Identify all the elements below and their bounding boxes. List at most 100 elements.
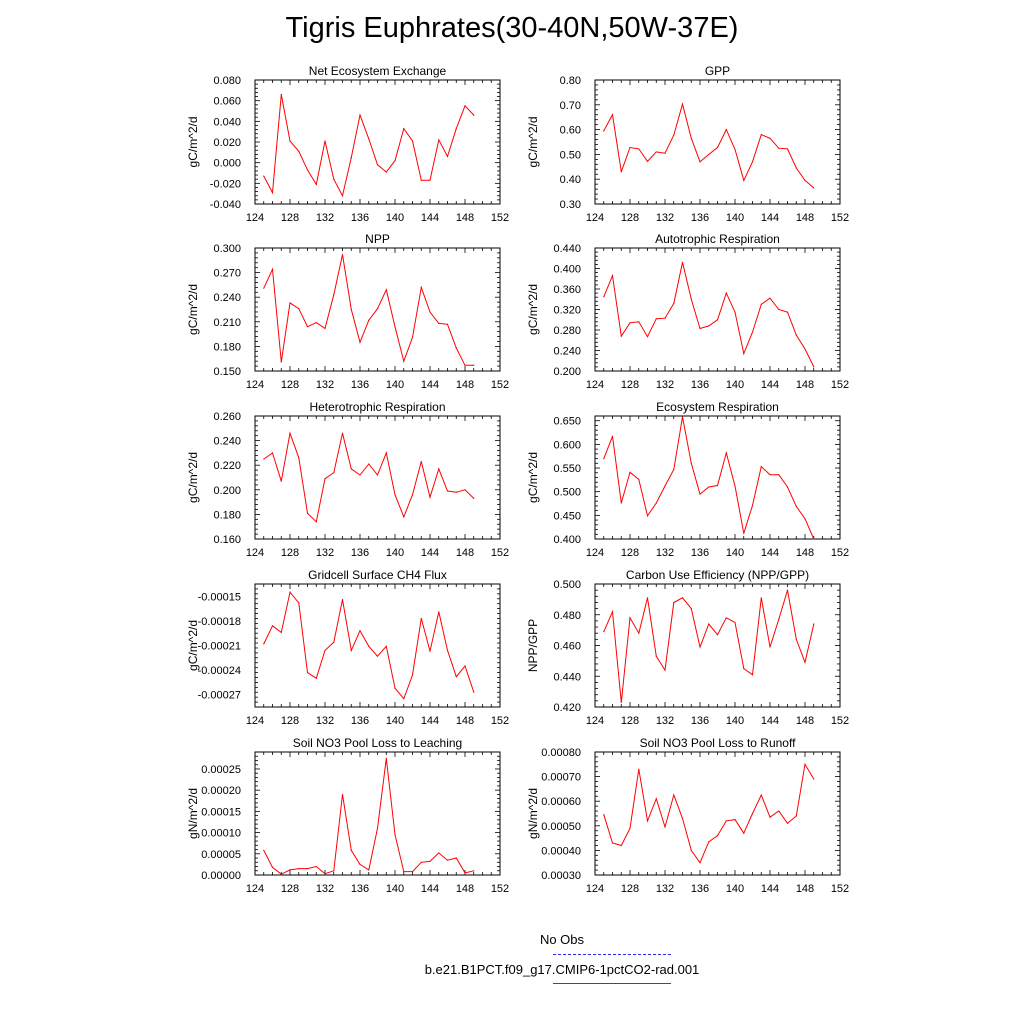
y-tick-label: 0.420 bbox=[553, 702, 581, 714]
chart-title: Autotrophic Respiration bbox=[655, 232, 780, 246]
y-tick-label: 0.240 bbox=[213, 436, 241, 448]
x-tick-label: 132 bbox=[316, 212, 334, 224]
data-point bbox=[638, 768, 640, 770]
x-tick-label: 132 bbox=[656, 212, 674, 224]
data-point bbox=[376, 164, 379, 166]
data-point bbox=[473, 497, 475, 500]
data-point bbox=[769, 297, 771, 299]
data-point bbox=[333, 471, 335, 474]
data-point bbox=[289, 869, 291, 871]
data-point bbox=[341, 253, 344, 256]
x-tick-label: 148 bbox=[796, 715, 814, 727]
x-tick-label: 132 bbox=[656, 715, 674, 727]
data-point bbox=[760, 597, 762, 599]
data-point bbox=[315, 865, 317, 868]
chart-panel: GPP gC/m^2/d 124 128 132 136 140 144 148 152 0.80 0… bbox=[526, 64, 849, 224]
y-tick-label: 0.080 bbox=[213, 75, 241, 87]
data-point bbox=[455, 676, 457, 678]
data-point bbox=[403, 871, 405, 873]
y-tick-label: 0.70 bbox=[560, 100, 581, 112]
data-point bbox=[638, 321, 640, 323]
legend-obs-line bbox=[553, 954, 671, 955]
data-point bbox=[778, 474, 780, 476]
x-tick-label: 128 bbox=[281, 547, 299, 559]
data-point bbox=[708, 325, 710, 327]
data-point bbox=[699, 493, 701, 495]
x-tick-label: 148 bbox=[796, 883, 814, 895]
data-point bbox=[673, 302, 675, 304]
x-tick-label: 140 bbox=[386, 212, 404, 224]
data-point bbox=[411, 140, 414, 142]
data-point bbox=[263, 458, 265, 460]
x-tick-label: 148 bbox=[796, 547, 814, 559]
data-point bbox=[804, 518, 806, 520]
x-tick-label: 144 bbox=[421, 547, 439, 559]
y-tick-label: 0.400 bbox=[553, 534, 581, 546]
y-tick-label: -0.00021 bbox=[198, 641, 241, 653]
data-point bbox=[734, 819, 736, 821]
x-tick-label: 124 bbox=[246, 212, 264, 224]
y-tick-label: 0.650 bbox=[553, 416, 581, 428]
y-tick-label: -0.00024 bbox=[198, 665, 241, 677]
data-point bbox=[646, 515, 649, 517]
data-point bbox=[341, 195, 344, 197]
y-axis-label: gN/m^2/d bbox=[186, 788, 200, 839]
data-point bbox=[611, 842, 614, 844]
data-point bbox=[368, 645, 370, 647]
data-point bbox=[786, 486, 789, 488]
data-point bbox=[699, 161, 701, 163]
data-point bbox=[271, 268, 274, 270]
data-point bbox=[280, 93, 282, 96]
data-point bbox=[368, 319, 370, 321]
x-tick-label: 136 bbox=[691, 715, 709, 727]
data-point bbox=[411, 674, 414, 676]
y-tick-label: 0.30 bbox=[560, 199, 581, 211]
series-line bbox=[263, 431, 475, 523]
chart-title: GPP bbox=[705, 64, 730, 78]
data-point bbox=[464, 364, 466, 366]
data-point bbox=[769, 816, 771, 818]
data-point bbox=[394, 160, 396, 162]
data-point bbox=[394, 834, 396, 836]
data-point bbox=[751, 161, 754, 163]
data-point bbox=[455, 127, 457, 130]
y-axis-label: NPP/GPP bbox=[526, 619, 540, 672]
data-point bbox=[368, 138, 370, 140]
x-tick-label: 128 bbox=[621, 212, 639, 224]
y-axis-label: gC/m^2/d bbox=[186, 117, 200, 168]
data-point bbox=[751, 674, 754, 676]
data-point bbox=[315, 322, 317, 324]
chart-title: NPP bbox=[365, 232, 390, 246]
legend-case-line bbox=[553, 983, 671, 984]
x-tick-label: 132 bbox=[316, 379, 334, 391]
y-tick-label: 0.260 bbox=[213, 411, 241, 423]
y-tick-label: 0.440 bbox=[553, 671, 581, 683]
page-title: Tigris Euphrates(30-40N,50W-37E) bbox=[285, 12, 739, 44]
data-point bbox=[341, 432, 344, 434]
legend-case-label: b.e21.B1PCT.f09_g17.CMIP6-1pctCO2-rad.00… bbox=[424, 962, 700, 977]
data-point bbox=[734, 621, 736, 624]
data-point bbox=[603, 631, 605, 633]
data-point bbox=[280, 873, 282, 875]
x-tick-label: 144 bbox=[421, 883, 439, 895]
data-point bbox=[716, 835, 719, 837]
y-tick-label: 0.450 bbox=[553, 510, 581, 522]
y-tick-label: 0.210 bbox=[213, 317, 241, 329]
data-point bbox=[795, 638, 797, 640]
data-point bbox=[804, 661, 806, 664]
x-tick-label: 124 bbox=[246, 883, 264, 895]
data-point bbox=[646, 160, 649, 162]
x-tick-label: 144 bbox=[421, 379, 439, 391]
x-tick-label: 136 bbox=[351, 212, 369, 224]
data-point bbox=[611, 114, 614, 116]
data-point bbox=[813, 778, 815, 780]
x-tick-label: 144 bbox=[761, 212, 779, 224]
data-point bbox=[786, 148, 789, 150]
x-tick-label: 148 bbox=[456, 379, 474, 391]
x-tick-label: 132 bbox=[316, 715, 334, 727]
x-tick-label: 124 bbox=[586, 715, 604, 727]
x-tick-label: 144 bbox=[421, 715, 439, 727]
data-point bbox=[813, 623, 815, 625]
x-tick-label: 144 bbox=[761, 547, 779, 559]
x-tick-label: 148 bbox=[456, 883, 474, 895]
